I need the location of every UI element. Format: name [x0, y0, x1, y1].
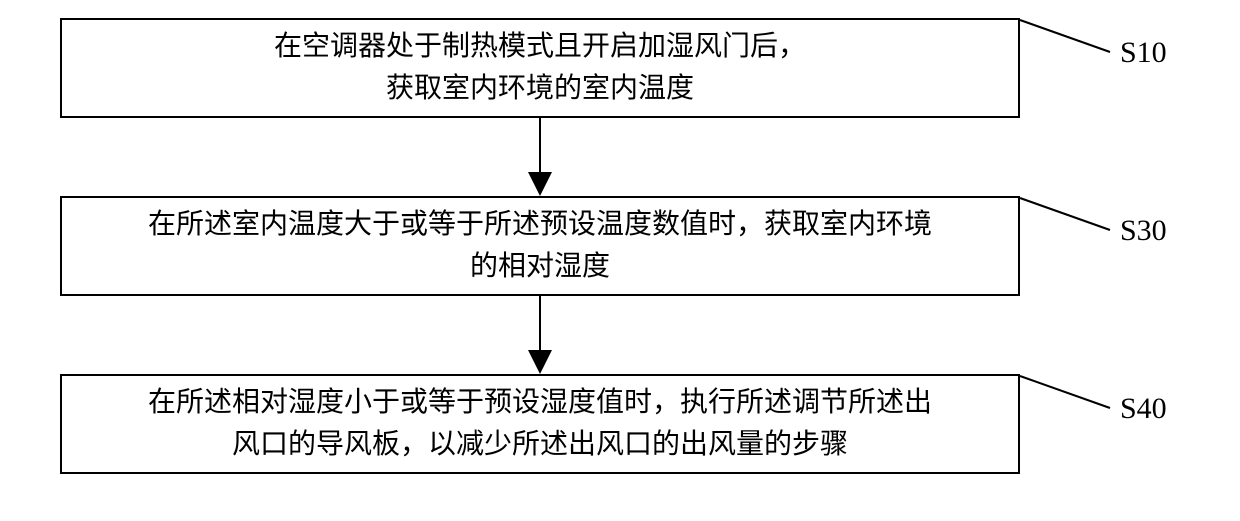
step-label-s10: S10: [1120, 36, 1167, 70]
flow-node-s30: 在所述室内温度大于或等于所述预设温度数值时，获取室内环境 的相对湿度: [60, 196, 1020, 296]
leader-s10: [1020, 20, 1110, 52]
flow-node-s40: 在所述相对湿度小于或等于预设湿度值时，执行所述调节所述出 风口的导风板，以减少所…: [60, 374, 1020, 474]
flow-node-s30-text: 在所述室内温度大于或等于所述预设温度数值时，获取室内环境 的相对湿度: [72, 204, 1008, 288]
flow-node-s10: 在空调器处于制热模式且开启加湿风门后， 获取室内环境的室内温度: [60, 18, 1020, 118]
leader-s30: [1020, 198, 1110, 230]
step-label-s40: S40: [1120, 392, 1167, 426]
flow-node-s10-text: 在空调器处于制热模式且开启加湿风门后， 获取室内环境的室内温度: [72, 26, 1008, 110]
flowchart-canvas: 在空调器处于制热模式且开启加湿风门后， 获取室内环境的室内温度 在所述室内温度大…: [0, 0, 1240, 521]
leader-s40: [1020, 376, 1110, 408]
step-label-s30: S30: [1120, 214, 1167, 248]
flow-node-s40-text: 在所述相对湿度小于或等于预设湿度值时，执行所述调节所述出 风口的导风板，以减少所…: [72, 382, 1008, 466]
